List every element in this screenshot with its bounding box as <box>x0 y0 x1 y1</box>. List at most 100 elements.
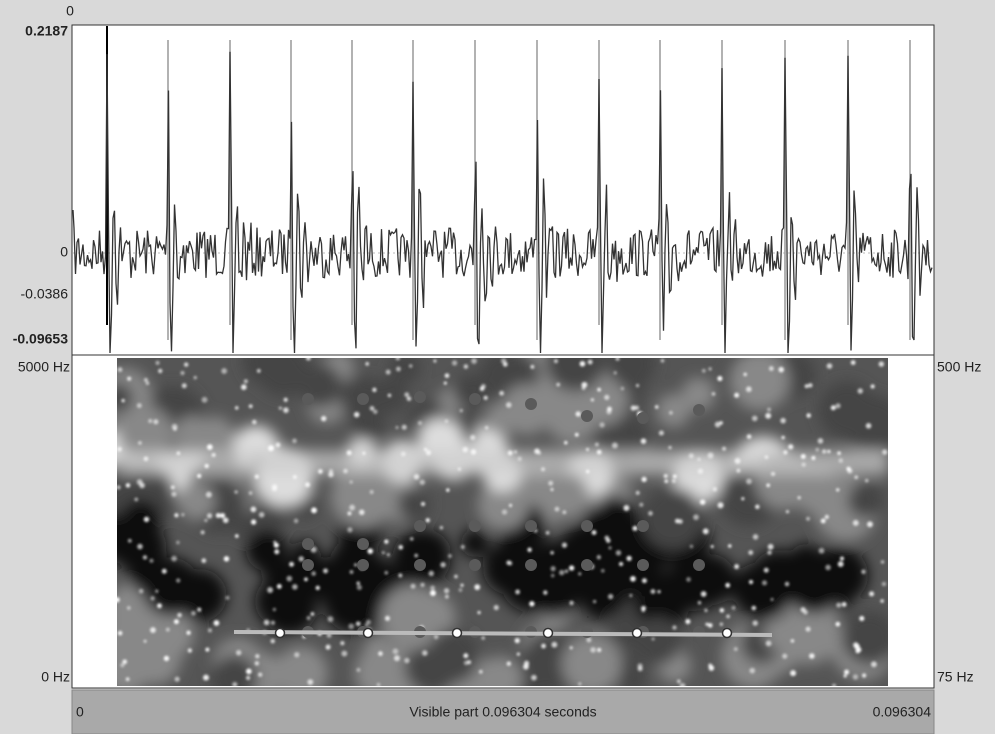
speckle <box>471 358 477 364</box>
speckle <box>704 608 708 613</box>
speckle <box>827 449 831 454</box>
speckle <box>158 368 163 374</box>
spectral-blob <box>847 482 884 519</box>
speckle <box>446 488 450 492</box>
formant-dot <box>302 538 314 550</box>
speckle <box>150 596 155 601</box>
speckle <box>234 490 238 494</box>
speckle <box>693 514 699 521</box>
speckle <box>359 509 365 516</box>
speckle <box>717 502 724 509</box>
speckle <box>356 668 361 672</box>
speckle <box>400 451 406 457</box>
speckle <box>460 544 465 550</box>
speckle <box>470 434 476 441</box>
speckle <box>717 375 723 382</box>
speckle <box>551 641 558 648</box>
speckle <box>258 511 265 518</box>
spectral-blob <box>500 384 552 436</box>
pitch-point <box>362 627 374 639</box>
speckle <box>803 609 808 615</box>
speckle <box>765 412 772 419</box>
speckle <box>362 451 366 455</box>
speckle <box>499 390 504 396</box>
speckle <box>637 663 643 669</box>
speckle <box>811 456 816 460</box>
speckle <box>423 447 428 451</box>
formant-dot <box>637 559 649 571</box>
spectral-blob <box>461 529 490 558</box>
speckle <box>197 607 202 612</box>
speckle <box>826 363 833 369</box>
speckle <box>745 386 752 393</box>
speckle <box>763 567 769 573</box>
speckle <box>734 564 740 570</box>
speckle <box>478 669 483 674</box>
speckle <box>548 480 554 486</box>
speckle <box>384 571 389 575</box>
speckle <box>605 538 611 543</box>
speckle <box>668 446 672 450</box>
speckle <box>677 679 681 684</box>
speckle <box>751 605 757 611</box>
speckle <box>596 555 601 560</box>
speckle <box>574 432 579 437</box>
pitch-line <box>233 630 773 637</box>
waveform <box>72 26 933 354</box>
speckle <box>541 643 546 649</box>
speckle <box>686 577 691 582</box>
speckle <box>148 419 153 423</box>
speckle <box>477 610 481 615</box>
speckle <box>278 406 283 410</box>
speckle <box>348 623 355 630</box>
speckle <box>417 420 422 426</box>
y-cursor-label: -0.0386 <box>21 286 69 302</box>
speckle <box>176 578 181 583</box>
speckle <box>711 392 716 396</box>
speckle <box>741 497 745 501</box>
speckle <box>869 591 875 597</box>
speckle <box>719 608 725 613</box>
speckle <box>481 636 485 640</box>
speckle <box>569 646 573 650</box>
speckle <box>275 442 281 448</box>
speckle <box>543 590 548 595</box>
spectral-blob <box>607 358 656 389</box>
speckle <box>161 568 167 574</box>
speckle <box>517 456 522 462</box>
speckle <box>561 542 568 548</box>
speckle <box>651 637 655 641</box>
speckle <box>748 580 754 585</box>
speckle <box>852 520 859 526</box>
status-end: 0.096304 <box>873 704 932 720</box>
speckle <box>270 620 275 625</box>
status-bar[interactable] <box>71 689 935 734</box>
speckle <box>181 513 185 517</box>
speckle <box>778 366 784 373</box>
speckle <box>597 387 601 392</box>
speckle <box>177 612 182 618</box>
speckle <box>451 360 458 366</box>
speckle <box>143 516 150 523</box>
speckle <box>254 661 260 666</box>
speckle <box>474 584 481 591</box>
spectral-blob <box>730 358 790 411</box>
speckle <box>835 621 841 627</box>
speckle <box>844 669 850 675</box>
speckle <box>746 434 752 439</box>
speckle <box>245 668 252 675</box>
speckle <box>761 580 768 586</box>
spectral-blob <box>389 358 422 384</box>
speckle <box>648 511 653 516</box>
speckle <box>657 590 661 594</box>
speckle <box>328 469 334 474</box>
speckle <box>708 663 713 668</box>
speckle <box>623 505 630 511</box>
speckle <box>591 530 597 535</box>
speckle <box>310 612 315 616</box>
speckle <box>443 588 450 594</box>
status-visible: Visible part 0.096304 seconds <box>409 704 596 720</box>
speckle <box>396 366 401 372</box>
speckle <box>493 604 499 611</box>
speckle <box>343 468 348 474</box>
